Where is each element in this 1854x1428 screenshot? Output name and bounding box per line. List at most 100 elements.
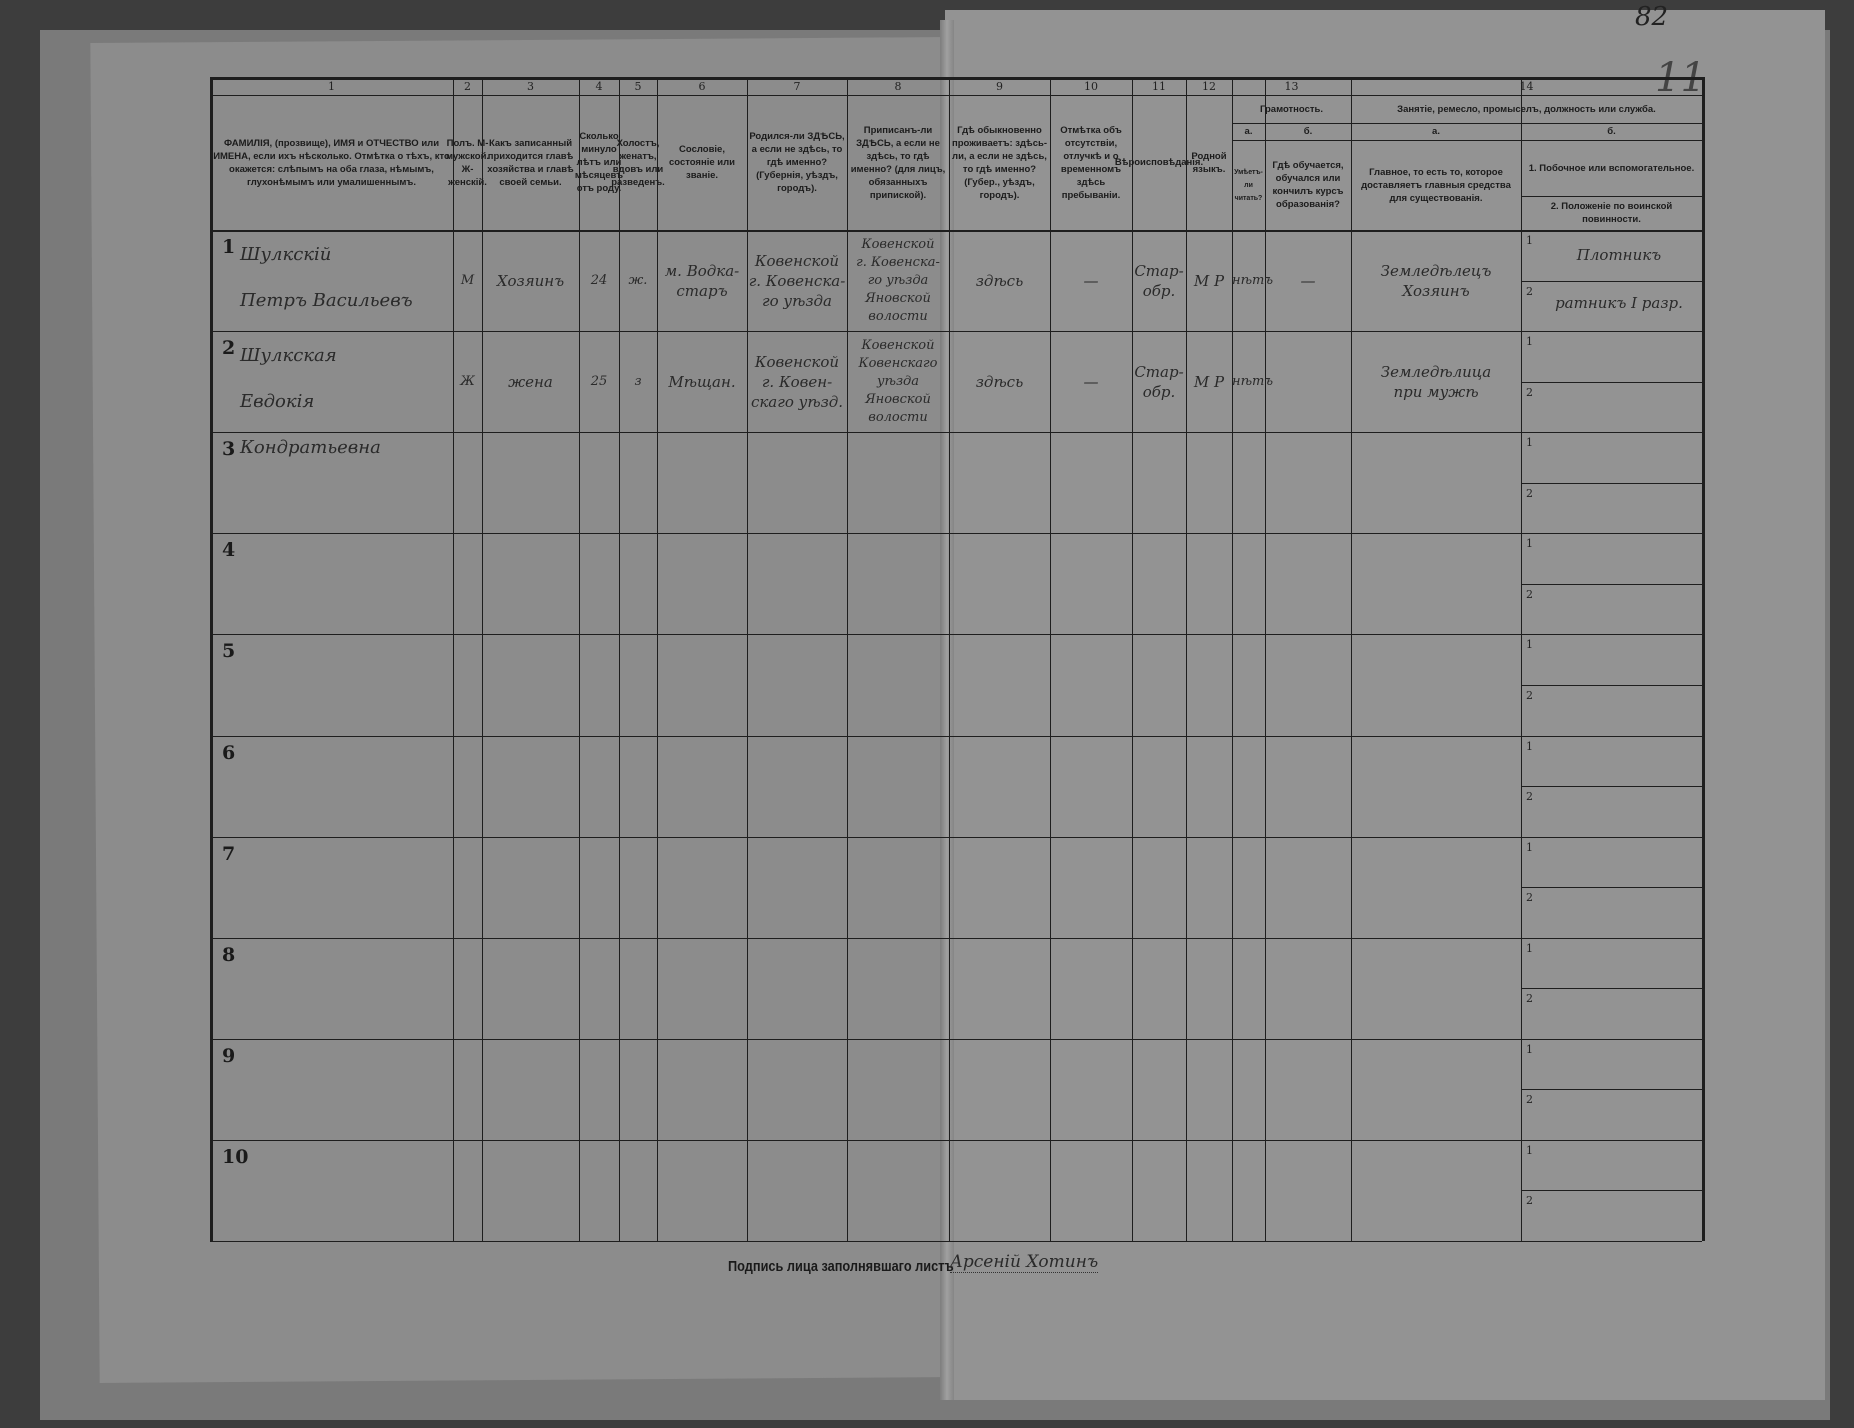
row-number: 1 bbox=[222, 236, 236, 258]
sub-row-divider bbox=[1521, 381, 1702, 383]
sub-row-divider bbox=[1521, 280, 1702, 282]
row-language: М Р bbox=[1193, 372, 1225, 391]
row-number: 10 bbox=[222, 1145, 249, 1168]
header-c6: Сословіе, состояніе или званіе. bbox=[668, 144, 735, 181]
row-number: 7 bbox=[222, 842, 236, 865]
book-gutter bbox=[940, 20, 954, 1400]
row-divider bbox=[210, 634, 1702, 636]
sub-row-label: 2 bbox=[1526, 992, 1533, 1006]
column-divider bbox=[210, 77, 213, 1241]
sub-row-label: 1 bbox=[1526, 234, 1533, 247]
column-number: 3 bbox=[527, 80, 534, 93]
row-marital: ж. bbox=[628, 272, 648, 288]
row-absence: — bbox=[1083, 271, 1099, 290]
column-divider bbox=[1186, 77, 1187, 1241]
header-14-divider bbox=[1351, 123, 1702, 124]
header-c14b1: 1. Побочное или вспомогательное. bbox=[1528, 162, 1695, 174]
column-divider bbox=[1132, 77, 1133, 1241]
sub-row-label: 1 bbox=[1526, 739, 1533, 753]
signature: Арсеній Хотинъ bbox=[950, 1252, 1099, 1273]
row-number: 9 bbox=[222, 1044, 236, 1067]
row-religion: Стар- обр. bbox=[1134, 362, 1184, 401]
header-c3: Какъ записанный приходится главѣ хозяйст… bbox=[487, 137, 574, 188]
row-literacy: нѣтъ bbox=[1232, 373, 1274, 389]
column-number: 12 bbox=[1202, 80, 1216, 93]
row-side-occupation: Плотникъ bbox=[1576, 246, 1662, 264]
row-relation: жена bbox=[508, 372, 553, 391]
header-c13a: Умѣетъ-ли читать? bbox=[1234, 168, 1263, 202]
right-page bbox=[945, 10, 1825, 1400]
row-age: 24 bbox=[590, 272, 608, 288]
sub-row-label: 2 bbox=[1526, 587, 1533, 601]
sub-row-divider bbox=[1521, 1190, 1702, 1192]
header-c8: Приписанъ-ли ЗДѢСЬ, а если не здѣсь, то … bbox=[850, 124, 946, 201]
sub-row-label: 2 bbox=[1526, 385, 1533, 399]
row-language: М Р bbox=[1193, 271, 1225, 290]
column-number: 7 bbox=[793, 80, 801, 93]
header-c12: Родной языкъ. bbox=[1191, 150, 1227, 175]
row-military: ратникъ I разр. bbox=[1555, 293, 1683, 312]
sub-row-divider bbox=[1521, 583, 1702, 585]
sub-row-divider bbox=[1521, 482, 1702, 484]
sub-row-label: 1 bbox=[1526, 436, 1533, 450]
row-age: 25 bbox=[590, 373, 608, 389]
row-number: 2 bbox=[222, 337, 236, 360]
row-divider bbox=[210, 836, 1702, 838]
column-divider bbox=[619, 77, 620, 1241]
sub-row-label: 2 bbox=[1526, 891, 1533, 905]
header-c14a-letter: а. bbox=[1432, 126, 1440, 137]
column-divider bbox=[657, 77, 658, 1241]
header-c14b-letter: б. bbox=[1607, 126, 1616, 137]
column-divider bbox=[1351, 77, 1352, 1241]
header-c2: Полъ. М-мужской. Ж-женскій. bbox=[445, 137, 490, 188]
column-divider bbox=[453, 77, 454, 1241]
column-number: 5 bbox=[634, 80, 642, 93]
row-birth: Ковенской г. Ковен- скаго уѣзд. bbox=[750, 352, 844, 411]
row-divider bbox=[210, 533, 1702, 535]
header-13-sub-divider bbox=[1232, 140, 1351, 141]
header-c13b: Гдѣ обучается, обучался или кончилъ курс… bbox=[1272, 160, 1344, 210]
row-birth: Ковенской г. Ковенска- го уѣзда bbox=[748, 251, 846, 310]
column-number: 9 bbox=[996, 80, 1003, 93]
header-14-sub-divider bbox=[1351, 140, 1702, 141]
column-divider bbox=[1232, 77, 1233, 1241]
row-main-occupation: Земледѣлецъ Хозяинъ bbox=[1380, 261, 1492, 300]
sub-row-divider bbox=[1521, 988, 1702, 990]
sub-row-label: 1 bbox=[1526, 1143, 1533, 1157]
sub-row-label: 1 bbox=[1526, 335, 1533, 349]
row-marital: з bbox=[634, 373, 642, 389]
row-sex: М bbox=[460, 272, 475, 288]
row-estate: м. Водка- старъ bbox=[664, 261, 740, 300]
header-c1: ФАМИЛІЯ, (прозвище), ИМЯ и ОТЧЕСТВО или … bbox=[213, 137, 450, 188]
row-divider bbox=[210, 331, 1702, 333]
column-divider bbox=[482, 77, 483, 1241]
row-estate: Мѣщан. bbox=[668, 372, 736, 391]
header-c7: Родился-ли ЗДѢСЬ, а если не здѣсь, то гд… bbox=[749, 131, 845, 194]
header-bottom-border bbox=[210, 230, 1702, 232]
row-divider bbox=[210, 735, 1702, 737]
header-c9: Гдѣ обыкновенно проживаетъ: здѣсь-ли, а … bbox=[951, 124, 1048, 201]
column-number: 13 bbox=[1284, 80, 1299, 93]
column-divider bbox=[579, 77, 580, 1241]
header-c5: Холостъ, женатъ, вдовъ или разведенъ. bbox=[611, 137, 665, 188]
column-number: 8 bbox=[894, 80, 902, 93]
row-number: 3 bbox=[222, 438, 236, 461]
header-c11: Вѣроисповѣданія. bbox=[1114, 157, 1204, 168]
header-c13b-letter: б. bbox=[1303, 126, 1313, 137]
sub-row-divider bbox=[1521, 684, 1702, 686]
column-number: 2 bbox=[464, 80, 471, 93]
sub-row-label: 1 bbox=[1526, 941, 1533, 955]
row-divider bbox=[210, 1139, 1702, 1141]
row-literacy: нѣтъ bbox=[1232, 272, 1274, 288]
header-13-divider bbox=[1232, 123, 1351, 124]
header-number-divider bbox=[210, 95, 1702, 96]
header-c14: Занятіе, ремесло, промыселъ, должность и… bbox=[1397, 103, 1656, 115]
sub-row-label: 2 bbox=[1526, 1093, 1533, 1107]
row-name: Шулкская Евдокія Кондратьевна bbox=[240, 345, 381, 459]
sub-row-label: 1 bbox=[1526, 638, 1533, 652]
row-religion: Стар- обр. bbox=[1134, 261, 1184, 300]
column-divider bbox=[1050, 77, 1051, 1241]
column-number: 1 bbox=[328, 80, 335, 93]
header-c4: Сколько минуло лѣтъ или мѣсяцевъ отъ род… bbox=[574, 131, 624, 194]
